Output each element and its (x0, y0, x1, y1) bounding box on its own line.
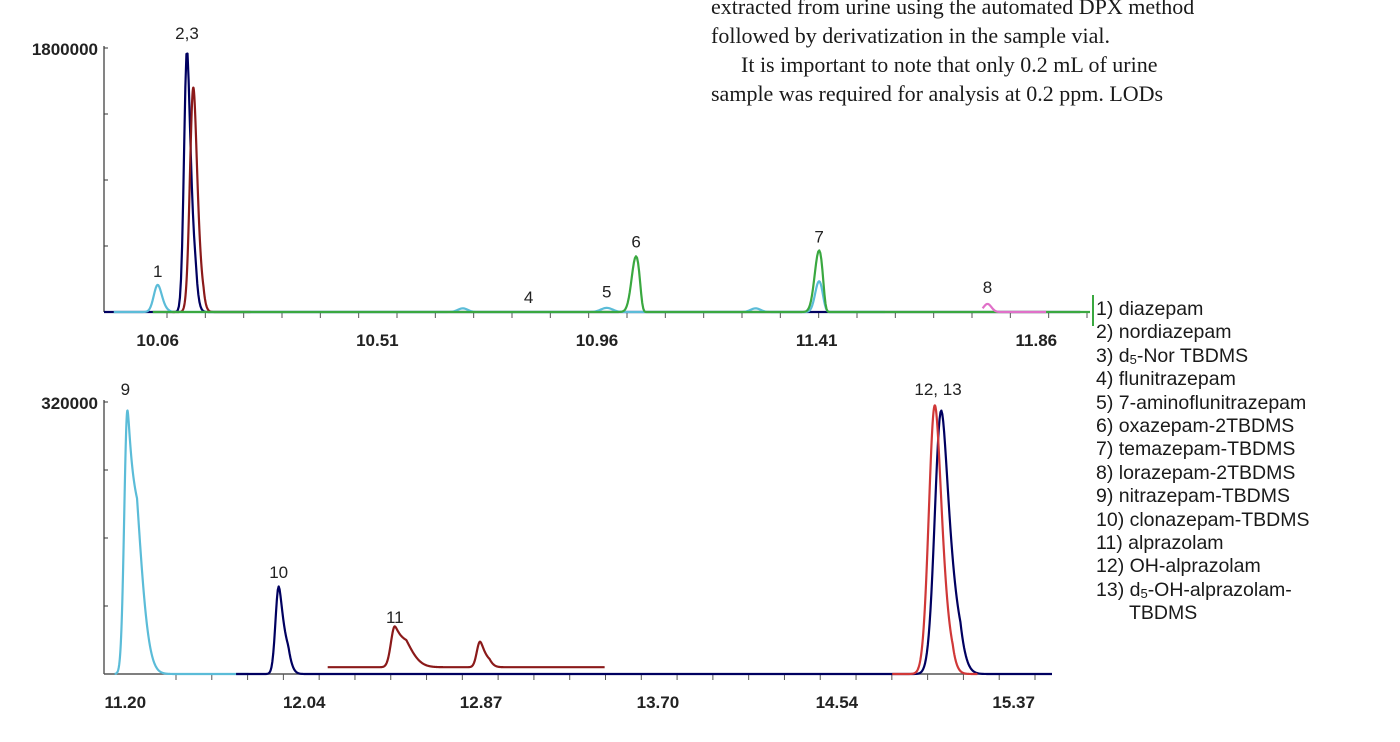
legend-item-text: 3) d (1096, 344, 1130, 367)
body-text-line-3: It is important to note that only 0.2 mL… (741, 52, 1158, 77)
trace-line (113, 280, 886, 314)
legend-item: 10) clonazepam-TBDMS (1096, 509, 1400, 532)
legend-item: 11) alprazolam (1096, 532, 1400, 555)
x-tick-label: 12.87 (460, 693, 503, 712)
body-text-line-2: followed by derivatization in the sample… (711, 23, 1110, 48)
legend-item-text: -Nor TBDMS (1136, 344, 1249, 367)
x-tick-label: 10.51 (356, 331, 399, 350)
trace-line (152, 249, 1091, 314)
legend-item-subscript: 5 (1140, 585, 1148, 601)
x-tick-label: 10.96 (576, 331, 619, 350)
trace-line (113, 409, 250, 676)
trace-line (891, 404, 979, 676)
x-tick-label: 10.06 (136, 331, 179, 350)
legend-item: 12) OH-alprazolam (1096, 555, 1400, 578)
chromatogram-upper: 1800000 10.06 10.51 10.96 11.41 11.86 2,3 1 4 5 6 7… (32, 24, 1091, 350)
legend-item-text: 5) 7-aminoflunitrazepam (1096, 391, 1307, 414)
peak-label: 4 (524, 288, 533, 307)
trace-line (981, 302, 1048, 314)
peak-label: 6 (631, 232, 640, 251)
legend-item-text: 1) diazepam (1096, 298, 1204, 320)
legend-item: 13) d5-OH-alprazolam- (1096, 579, 1400, 602)
x-tick-label: 13.70 (637, 693, 680, 712)
trace-line (235, 409, 1053, 676)
compound-legend: 1) diazepam 2) nordiazepam 3) d5-Nor TBDMS… (1096, 298, 1400, 625)
body-text-line-1: extracted from urine using the automated… (711, 0, 1195, 19)
legend-item-text: 10) clonazepam-TBDMS (1096, 508, 1310, 531)
legend-item: 7) temazepam-TBDMS (1096, 438, 1400, 461)
legend-item-text: 11) alprazolam (1096, 531, 1224, 554)
legend-item: 2) nordiazepam (1096, 321, 1400, 344)
peak-label: 2,3 (175, 24, 199, 43)
legend-item-text: 12) OH-alprazolam (1096, 555, 1261, 578)
legend-item: 6) oxazepam-2TBDMS (1096, 415, 1400, 438)
legend-item: 5) 7-aminoflunitrazepam (1096, 392, 1400, 415)
legend-item: 3) d5-Nor TBDMS (1096, 345, 1400, 368)
x-tick-label: 11.20 (104, 693, 146, 712)
peak-label: 10 (269, 563, 288, 582)
peak-label: 12, 13 (914, 380, 961, 399)
x-tick-label: 11.41 (796, 331, 838, 350)
peak-label: 9 (121, 380, 130, 399)
legend-item: 1) diazepam (1096, 298, 1400, 321)
legend-item-text: 2) nordiazepam (1096, 321, 1232, 344)
x-tick-label: 12.04 (283, 693, 326, 712)
legend-item-text: 7) temazepam-TBDMS (1096, 438, 1296, 461)
body-text-line-4: sample was required for analysis at 0.2 … (711, 81, 1164, 106)
legend-item-text: 6) oxazepam-2TBDMS (1096, 414, 1295, 437)
peak-label: 11 (386, 608, 404, 627)
legend-item: TBDMS (1096, 602, 1400, 625)
x-tick-label: 15.37 (992, 693, 1035, 712)
peak-label: 5 (602, 282, 611, 301)
legend-item-text: 4) flunitrazepam (1096, 368, 1236, 391)
legend-item-subscript: 5 (1129, 351, 1137, 367)
legend-item-text: TBDMS (1129, 602, 1198, 625)
y-tick-label: 320000 (41, 394, 98, 413)
legend-item: 8) lorazepam-2TBDMS (1096, 462, 1400, 485)
x-tick-label: 14.54 (816, 693, 859, 712)
peak-label: 8 (983, 278, 992, 297)
trace-line (326, 625, 606, 669)
chromatogram-lower: 320000 11.20 12.04 12.87 13.70 14.54 15.37 9 10 1… (41, 380, 1053, 712)
legend-item: 9) nitrazepam-TBDMS (1096, 485, 1400, 508)
x-tick-label: 11.86 (1016, 331, 1058, 350)
chromatogram-figure: 1800000 10.06 10.51 10.96 11.41 11.86 2,3 1 4 5 6 7… (32, 24, 1094, 712)
y-tick-label: 1800000 (32, 40, 98, 59)
legend-item-text: 13) d (1096, 578, 1141, 601)
peak-label: 1 (153, 262, 162, 281)
legend-item-text: 8) lorazepam-2TBDMS (1096, 461, 1296, 484)
peak-label: 7 (814, 227, 823, 246)
legend-item: 4) flunitrazepam (1096, 368, 1400, 391)
legend-item-text: -OH-alprazolam- (1147, 578, 1292, 601)
legend-item-text: 9) nitrazepam-TBDMS (1096, 485, 1290, 508)
